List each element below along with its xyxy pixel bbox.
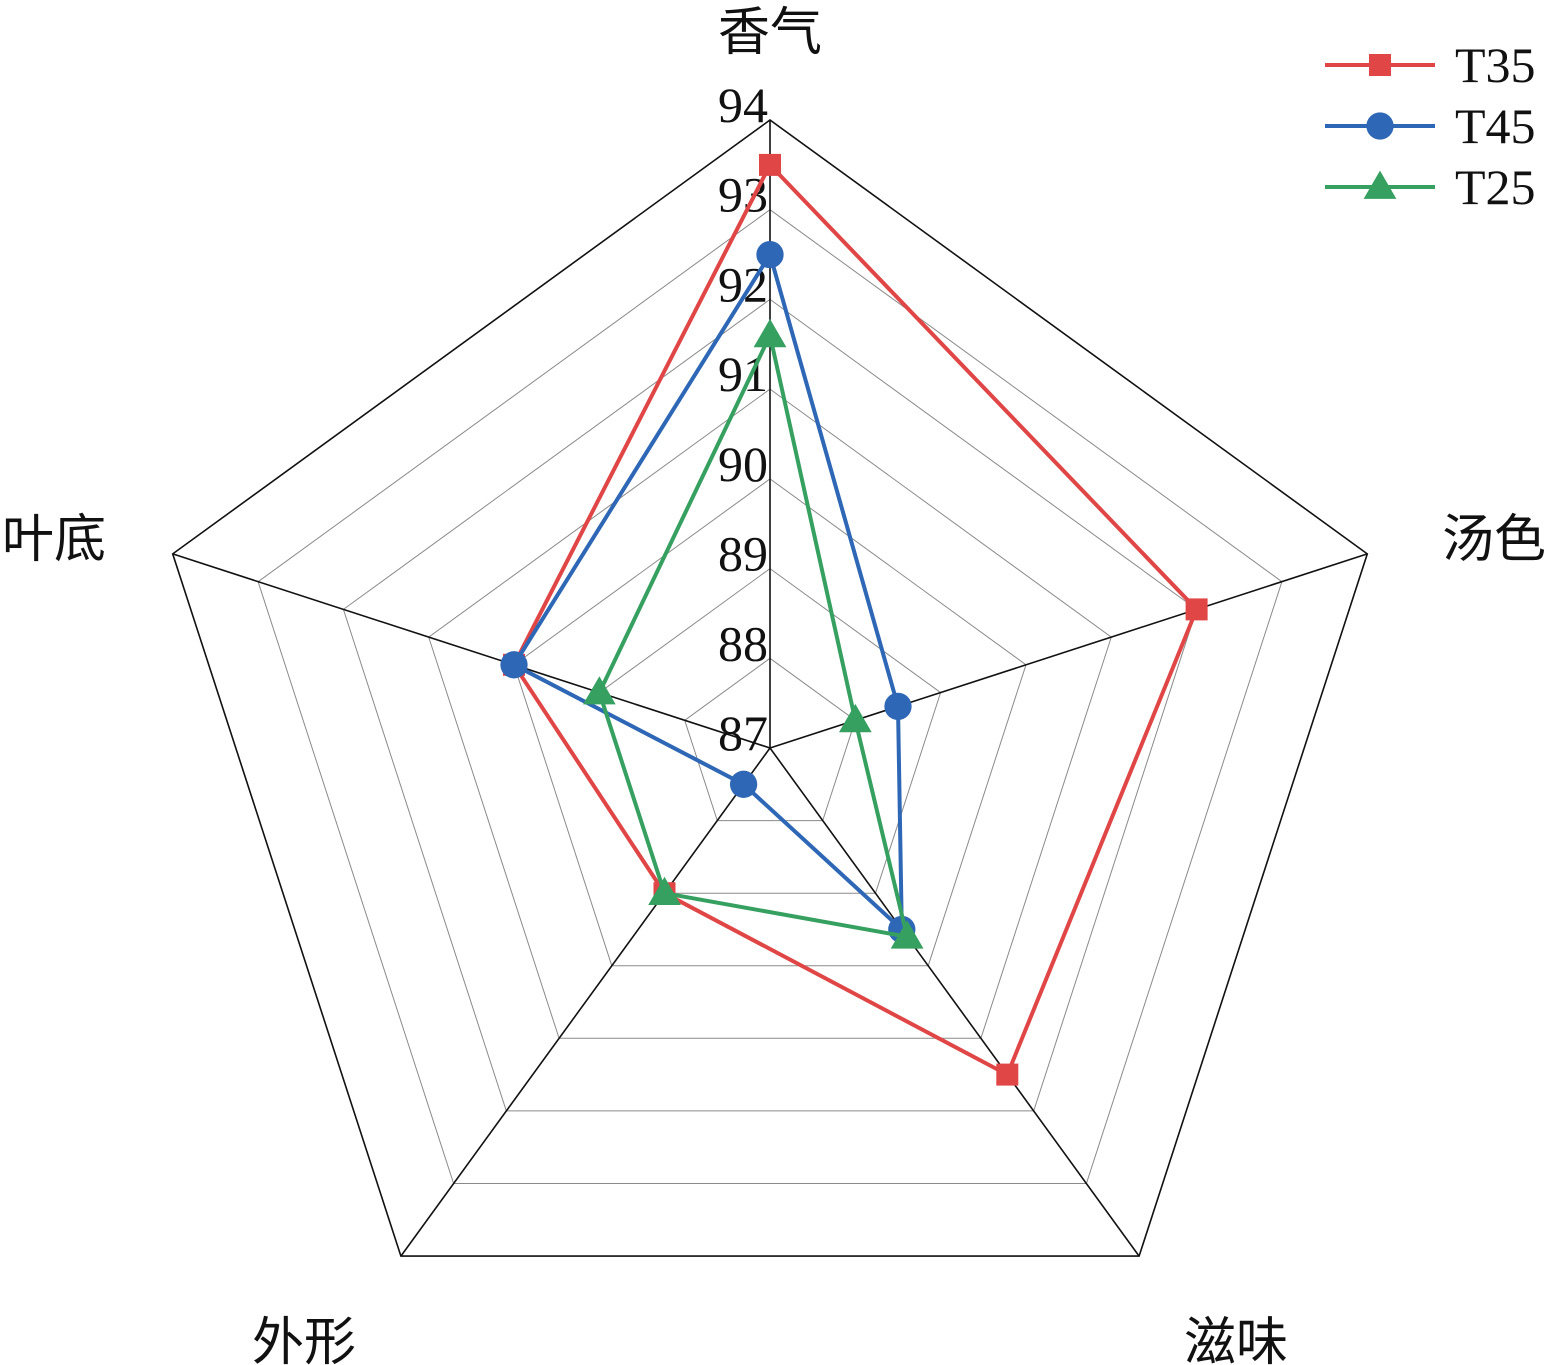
grid-ring — [513, 478, 1027, 967]
series-t25 — [583, 318, 924, 949]
grid-ring — [598, 567, 942, 894]
data-point — [839, 703, 872, 733]
data-point — [500, 651, 528, 679]
data-point — [884, 692, 912, 721]
tick-label: 88 — [718, 615, 768, 671]
series-t35 — [503, 153, 1208, 1086]
axis-label: 滋味 — [1184, 1313, 1288, 1365]
grid-ring — [684, 657, 856, 822]
data-point — [753, 318, 787, 348]
grid-ring — [428, 388, 1112, 1039]
tick-label: 92 — [718, 256, 768, 312]
data-point — [729, 770, 758, 798]
radar-grid — [171, 119, 1369, 1257]
axis-spoke — [400, 747, 771, 1257]
data-point — [1363, 170, 1397, 199]
data-point — [756, 240, 784, 269]
data-point — [583, 676, 616, 705]
data-point — [759, 153, 781, 176]
legend-label: T25 — [1455, 159, 1536, 215]
axis-label: 香气 — [718, 3, 822, 63]
axis-spoke — [769, 553, 1368, 749]
data-series — [500, 153, 1208, 1086]
grid-ring — [342, 298, 1198, 1112]
axis-spoke — [769, 747, 1140, 1257]
grid-ring — [257, 209, 1283, 1184]
radar-spokes — [172, 120, 1368, 1257]
series-line — [512, 252, 904, 932]
data-point — [1369, 54, 1391, 76]
legend-item-t35: T35 — [1325, 37, 1536, 93]
axis-label: 叶底 — [2, 510, 106, 570]
data-point — [648, 876, 681, 905]
data-point — [1185, 598, 1208, 621]
tick-label: 89 — [718, 526, 768, 582]
legend-label: T45 — [1455, 98, 1536, 154]
grid-ring — [171, 119, 1369, 1257]
legend-item-t45: T45 — [1325, 98, 1536, 154]
tick-label: 94 — [718, 77, 768, 133]
series-t45 — [500, 240, 916, 944]
series-line — [597, 333, 910, 939]
axis-label: 外形 — [252, 1313, 356, 1365]
axis-spoke — [172, 553, 771, 749]
tick-label: 87 — [718, 705, 768, 761]
series-line — [512, 162, 1199, 1077]
data-point — [890, 920, 924, 949]
tick-label: 90 — [718, 436, 768, 492]
data-point — [1366, 112, 1394, 140]
axis-label: 汤色 — [1442, 510, 1546, 570]
legend-item-t25: T25 — [1325, 159, 1536, 215]
legend-label: T35 — [1455, 37, 1536, 93]
data-point — [996, 1063, 1019, 1086]
